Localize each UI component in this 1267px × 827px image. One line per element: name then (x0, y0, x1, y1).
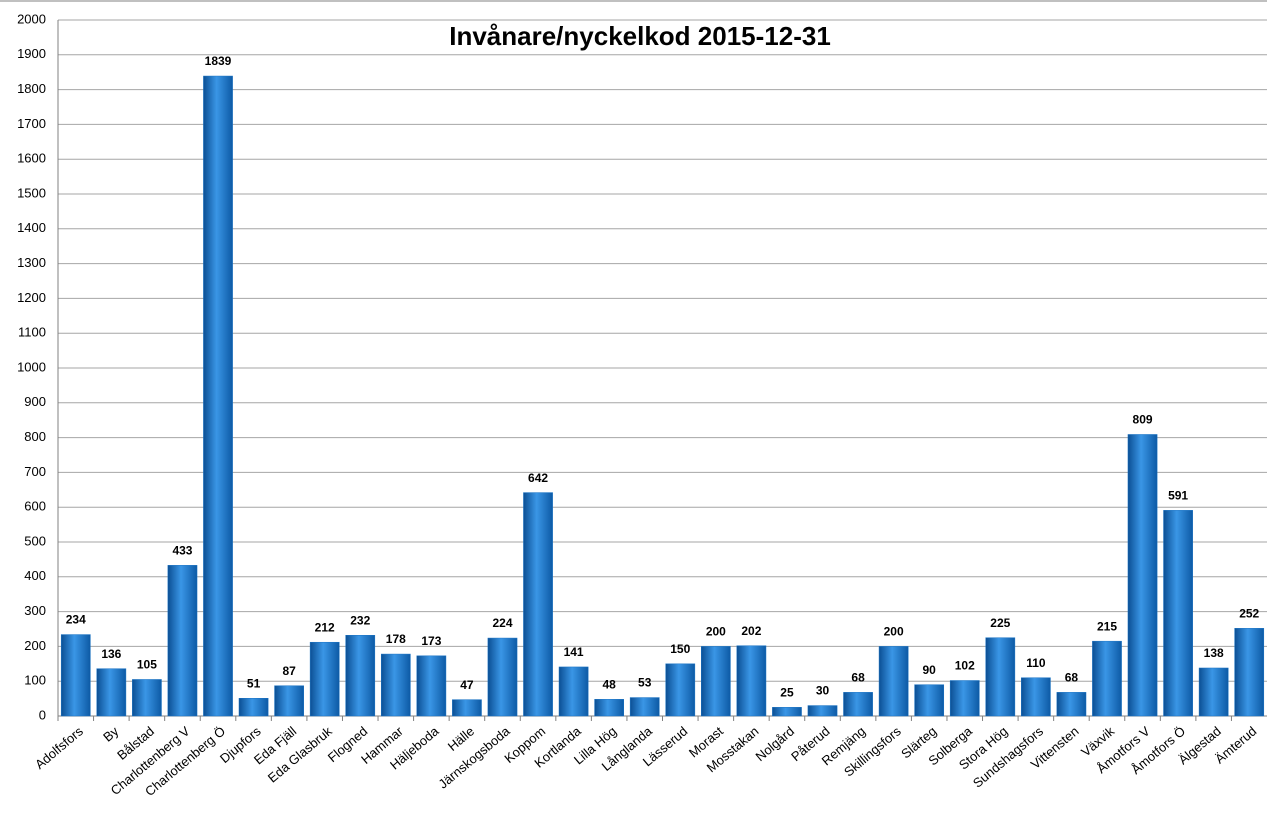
bar (985, 637, 1016, 717)
bar (594, 699, 624, 717)
bar (558, 666, 589, 717)
y-tick-label: 1700 (17, 116, 46, 131)
value-label: 105 (137, 658, 157, 672)
value-label: 102 (955, 659, 975, 673)
bar (949, 680, 980, 717)
bar (274, 685, 304, 717)
value-label: 215 (1097, 619, 1117, 633)
y-tick-label: 1000 (17, 359, 46, 374)
y-tick-label: 500 (24, 533, 46, 548)
value-label: 138 (1204, 646, 1224, 660)
bar (1021, 677, 1051, 717)
y-tick-label: 1900 (17, 46, 46, 61)
chart-title: Invånare/nyckelkod 2015-12-31 (449, 21, 831, 51)
value-label: 809 (1133, 413, 1153, 427)
bar (878, 646, 909, 717)
y-tick-label: 800 (24, 429, 46, 444)
y-tick-label: 200 (24, 638, 46, 653)
bar (60, 634, 91, 717)
value-label: 252 (1239, 606, 1259, 620)
y-tick-label: 100 (24, 673, 46, 688)
value-label: 212 (315, 620, 335, 634)
value-label: 232 (350, 613, 370, 627)
bar (238, 698, 269, 717)
value-label: 178 (386, 632, 406, 646)
value-label: 141 (564, 645, 584, 659)
bar (629, 697, 660, 717)
bar (807, 705, 838, 717)
x-tick-label: By (100, 723, 122, 745)
y-tick-label: 1500 (17, 185, 46, 200)
x-tick-label: Adolfsfors (32, 723, 86, 772)
value-label: 433 (172, 543, 192, 557)
y-tick-label: 300 (24, 603, 46, 618)
value-label: 173 (421, 634, 441, 648)
bar (309, 641, 340, 717)
value-label: 225 (990, 616, 1010, 630)
y-tick-label: 1800 (17, 81, 46, 96)
bar (345, 635, 376, 717)
bar (1092, 640, 1122, 717)
y-tick-label: 1200 (17, 290, 46, 305)
value-label: 224 (492, 616, 512, 630)
value-label: 202 (741, 624, 761, 638)
y-tick-label: 1600 (17, 151, 46, 166)
value-label: 47 (460, 678, 474, 692)
bar (1056, 692, 1087, 717)
y-tick-label: 1300 (17, 255, 46, 270)
value-label: 25 (780, 685, 794, 699)
y-tick-label: 900 (24, 394, 46, 409)
bar (772, 707, 802, 717)
bar (914, 684, 945, 717)
y-tick-label: 600 (24, 499, 46, 514)
bar (203, 75, 233, 717)
y-tick-label: 400 (24, 568, 46, 583)
value-label: 591 (1168, 489, 1188, 503)
value-label: 87 (282, 664, 296, 678)
bar (1198, 667, 1229, 717)
y-tick-label: 700 (24, 464, 46, 479)
value-label: 48 (602, 677, 616, 691)
y-tick-label: 1400 (17, 220, 46, 235)
value-label: 53 (638, 676, 652, 690)
bar (96, 668, 127, 717)
bar (701, 646, 731, 717)
bar (380, 653, 411, 717)
value-label: 136 (101, 647, 121, 661)
value-label: 51 (247, 676, 261, 690)
bar (132, 679, 162, 717)
bar (736, 645, 767, 717)
bar (843, 692, 873, 717)
value-label: 68 (851, 671, 865, 685)
bar (523, 492, 553, 717)
bar (1234, 628, 1265, 717)
y-tick-label: 0 (39, 707, 46, 722)
bar (1163, 510, 1193, 717)
bar (452, 699, 482, 717)
value-label: 110 (1026, 656, 1046, 670)
y-tick-label: 1100 (18, 325, 46, 340)
value-label: 1839 (205, 54, 232, 68)
value-label: 150 (670, 642, 690, 656)
value-label: 90 (923, 663, 937, 677)
value-label: 642 (528, 471, 548, 485)
bar (487, 637, 518, 717)
bar (665, 663, 696, 717)
value-label: 234 (66, 613, 86, 627)
y-tick-label: 2000 (17, 11, 46, 26)
value-label: 68 (1065, 671, 1079, 685)
value-label: 200 (884, 625, 904, 639)
x-tick-label: Nolgård (753, 723, 798, 764)
bar (1127, 434, 1158, 717)
value-label: 30 (816, 684, 830, 698)
value-label: 200 (706, 625, 726, 639)
bar (167, 565, 198, 717)
bar (416, 655, 447, 717)
